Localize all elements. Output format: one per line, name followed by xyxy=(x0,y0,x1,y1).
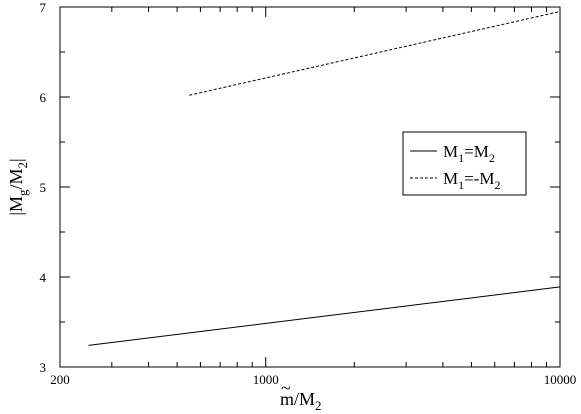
y-tick-label: 6 xyxy=(40,90,47,105)
x-axis-label: m/M2 xyxy=(280,389,322,413)
tick-labels: 200 1000 10000 3 4 5 6 7 xyxy=(40,0,577,387)
y-tick-label: 4 xyxy=(40,270,47,285)
legend-entry-1-s2: 2 xyxy=(489,151,495,165)
y-axis-label-open: |M xyxy=(6,196,26,216)
y-axis-label-mid: /M xyxy=(6,168,26,189)
series-line-2 xyxy=(189,11,561,96)
x-tick-label: 200 xyxy=(50,372,70,387)
y-axis-label-sub2: 2 xyxy=(15,162,30,169)
y-tick-label: 5 xyxy=(40,180,47,195)
legend-entry-1-s1: 1 xyxy=(458,151,464,165)
series-line-1 xyxy=(88,286,561,346)
legend-entry-1-b: =M xyxy=(464,142,489,161)
y-tick-label: 7 xyxy=(40,0,47,15)
y-tick-label: 3 xyxy=(40,360,47,375)
x-axis-label-main: m xyxy=(280,389,294,409)
x-axis-label-sub: 2 xyxy=(315,398,322,413)
x-tick-label: 1000 xyxy=(253,372,279,387)
y-axis-label: |Mg/M2| xyxy=(6,158,30,215)
legend-entry-2-a: M xyxy=(443,169,458,188)
legend: M1=M2 M1=-M2 xyxy=(402,131,527,196)
y-axis-label-sub1: g xyxy=(15,189,30,196)
legend-entry-2-s1: 1 xyxy=(458,178,464,192)
legend-entry-2-s2: 2 xyxy=(495,178,501,192)
x-tick-label: 10000 xyxy=(544,372,577,387)
legend-entry-2: M1=-M2 xyxy=(443,169,501,192)
x-axis-label-tilde: ~ xyxy=(281,378,291,398)
x-axis-label-sep: /M xyxy=(294,389,315,409)
legend-box xyxy=(402,131,527,196)
data-lines xyxy=(88,11,561,346)
y-axis-label-close: | xyxy=(6,158,26,162)
legend-entry-2-b: =-M xyxy=(464,169,494,188)
axis-ticks xyxy=(59,6,561,368)
legend-entry-1: M1=M2 xyxy=(443,142,495,165)
legend-entry-1-a: M xyxy=(443,142,458,161)
